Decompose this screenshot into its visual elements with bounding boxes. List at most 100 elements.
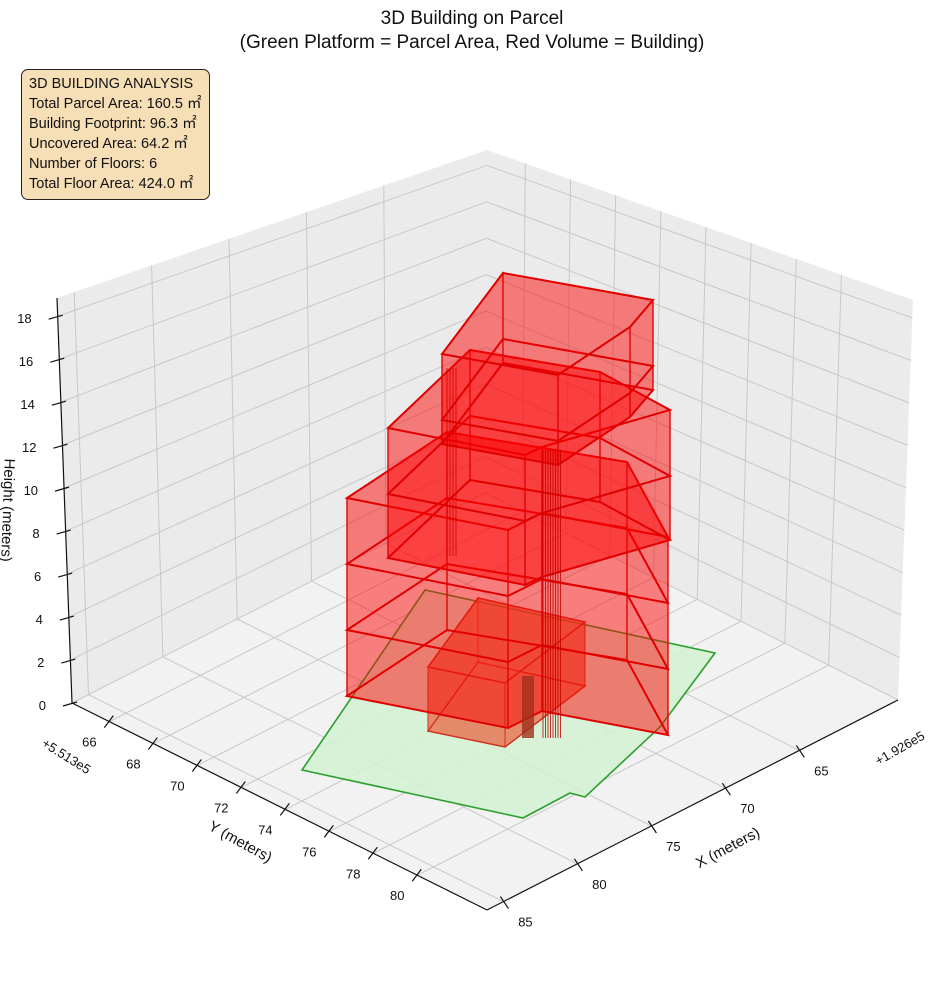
chart-subtitle: (Green Platform = Parcel Area, Red Volum… <box>239 32 705 53</box>
z-grid-line <box>486 274 908 446</box>
x-tick-label: 75 <box>666 839 680 854</box>
x-tick-label: 65 <box>814 763 828 778</box>
y-grid-line <box>828 274 842 666</box>
z-tick <box>53 443 68 449</box>
z-tick-label: 16 <box>19 354 33 369</box>
y-tick-label: 70 <box>170 779 184 794</box>
y-tick-label: 80 <box>390 888 404 903</box>
z-tick-label: 18 <box>17 311 31 326</box>
y-grid-line <box>653 211 662 578</box>
z-grid-line <box>484 492 899 701</box>
x-grid-line <box>383 185 387 544</box>
building-volume-middle <box>385 348 673 587</box>
z-grid-line <box>67 383 486 575</box>
y-grid-line <box>609 195 617 556</box>
z-axis-line <box>56 297 73 704</box>
x-tick-label: 80 <box>592 877 606 892</box>
building-face-top <box>385 348 673 457</box>
chart-title: 3D Building on Parcel <box>380 8 564 29</box>
z-grid-line <box>484 456 900 659</box>
z-grid-line <box>65 346 487 532</box>
z-grid-line <box>485 346 905 531</box>
y-tick <box>367 846 378 860</box>
x-axis-label: X (meters) <box>693 824 763 872</box>
z-tick-label: 6 <box>34 569 41 584</box>
info-heading: 3D BUILDING ANALYSIS <box>29 76 194 92</box>
z-axis-label: Height (meters) <box>0 458 18 562</box>
z-grid-line <box>63 310 487 489</box>
y-grid-line <box>565 179 571 534</box>
info-box: 3D BUILDING ANALYSIS Total Parcel Area: … <box>21 69 210 200</box>
z-grid-line <box>71 492 486 704</box>
x-tick-label: 70 <box>740 801 754 816</box>
x-tick <box>573 858 583 872</box>
info-line: Total Floor Area: 424.0 ㎡ <box>29 176 194 192</box>
z-grid-line <box>57 164 488 317</box>
y-grid-line <box>740 242 752 622</box>
y-tick <box>191 759 202 772</box>
z-tick-label: 14 <box>20 397 34 412</box>
x-grid-line <box>151 265 164 657</box>
y-grid-line <box>696 227 707 600</box>
z-grid-line <box>60 237 487 403</box>
y-tick <box>235 781 246 794</box>
z-grid-line <box>59 201 487 360</box>
y-tick-label: 66 <box>82 735 96 750</box>
z-tick-label: 8 <box>32 526 39 541</box>
curved-wall-shadow <box>522 676 534 738</box>
info-line: Number of Floors: 6 <box>29 156 158 172</box>
axis-lines <box>48 297 899 911</box>
y-tick <box>103 715 114 728</box>
x-grid-line <box>305 212 313 582</box>
floor-slab-line <box>344 562 670 671</box>
z-tick <box>48 314 63 320</box>
x-tick <box>795 745 805 758</box>
y-tick-label: 78 <box>346 866 360 881</box>
x-offset-text: +1.926e5 <box>872 728 927 768</box>
x-axis-line <box>486 699 899 911</box>
y-tick <box>147 737 158 750</box>
y-tick-label: 68 <box>126 757 140 772</box>
building-face-top <box>440 271 655 377</box>
x-tick <box>721 782 731 796</box>
info-line: Building Footprint: 96.3 ㎡ <box>29 116 197 132</box>
z-grid-line <box>62 274 487 446</box>
z-tick-label: 4 <box>36 612 43 627</box>
z-grid-line <box>486 201 911 361</box>
z-tick <box>56 529 71 535</box>
z-tick-label: 12 <box>22 440 36 455</box>
z-grid-line <box>70 456 486 661</box>
building-volume-lower <box>344 430 670 737</box>
plot-marks <box>300 271 717 819</box>
x-tick <box>499 896 509 909</box>
z-tick <box>59 615 74 621</box>
z-grid-line <box>485 310 907 489</box>
z-tick <box>51 400 67 406</box>
info-line: Total Parcel Area: 160.5 ㎡ <box>29 96 202 112</box>
z-tick-label: 10 <box>24 483 38 498</box>
y-tick-label: 72 <box>214 800 228 815</box>
z-tick <box>58 572 73 578</box>
y-tick <box>279 803 290 816</box>
z-tick <box>62 701 78 707</box>
y-grid-line <box>153 533 567 745</box>
floor-slab-line <box>385 414 673 523</box>
floor-slab-line <box>440 337 655 443</box>
z-tick <box>50 357 65 363</box>
y-tick <box>411 868 422 882</box>
y-tick-label: 74 <box>258 822 272 837</box>
z-tick <box>54 486 70 492</box>
y-tick-label: 76 <box>302 844 316 859</box>
z-tick <box>61 658 76 664</box>
y-tick <box>323 824 334 838</box>
z-grid-line <box>485 383 903 574</box>
right-pane <box>485 150 913 700</box>
x-grid-line <box>73 292 90 695</box>
z-grid-line <box>486 164 913 319</box>
x-tick-label: 85 <box>518 915 532 930</box>
z-grid-line <box>486 237 910 404</box>
z-tick-label: 0 <box>39 698 46 713</box>
z-tick-label: 2 <box>37 655 44 670</box>
z-grid-line <box>485 419 902 616</box>
